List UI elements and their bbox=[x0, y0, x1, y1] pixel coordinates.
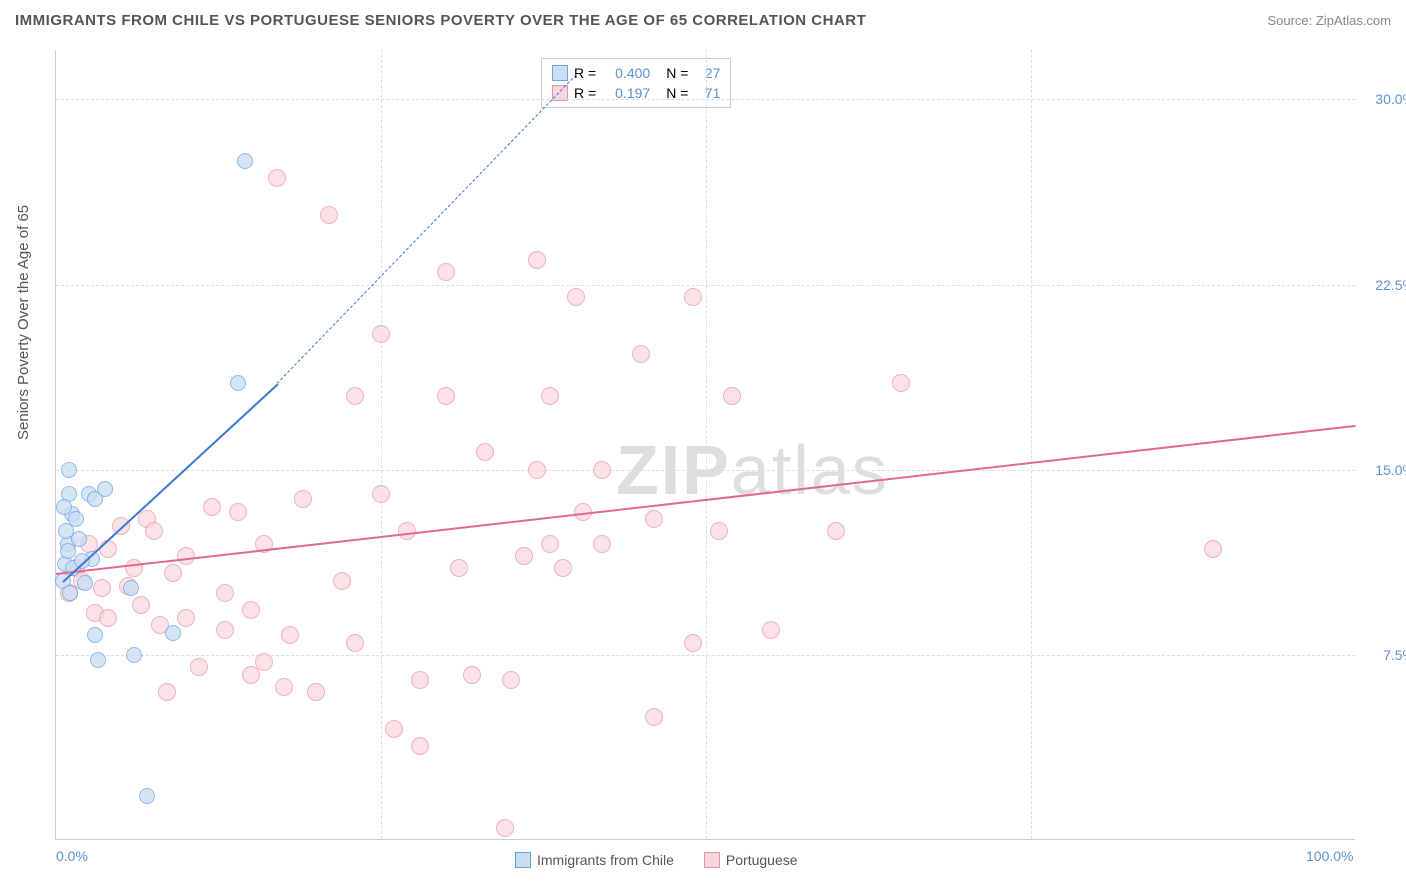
scatter-point-portuguese bbox=[554, 559, 572, 577]
scatter-point-portuguese bbox=[242, 601, 260, 619]
scatter-point-portuguese bbox=[593, 461, 611, 479]
scatter-point-chile bbox=[56, 499, 72, 515]
scatter-point-portuguese bbox=[372, 325, 390, 343]
legend-item-chile: Immigrants from Chile bbox=[515, 852, 674, 868]
scatter-point-portuguese bbox=[158, 683, 176, 701]
scatter-point-chile bbox=[165, 625, 181, 641]
x-tick-label: 0.0% bbox=[56, 848, 88, 864]
scatter-point-portuguese bbox=[346, 634, 364, 652]
series-legend: Immigrants from Chile Portuguese bbox=[515, 852, 798, 868]
scatter-point-portuguese bbox=[372, 485, 390, 503]
source-attribution: Source: ZipAtlas.com bbox=[1267, 13, 1391, 28]
scatter-point-portuguese bbox=[190, 658, 208, 676]
legend-row-chile: R = 0.400 N = 27 bbox=[552, 63, 720, 83]
scatter-point-portuguese bbox=[1204, 540, 1222, 558]
scatter-point-portuguese bbox=[645, 708, 663, 726]
legend-swatch-chile bbox=[552, 65, 568, 81]
scatter-point-portuguese bbox=[125, 559, 143, 577]
gridline-v bbox=[1031, 50, 1032, 839]
scatter-point-portuguese bbox=[99, 540, 117, 558]
scatter-point-chile bbox=[139, 788, 155, 804]
scatter-point-portuguese bbox=[229, 503, 247, 521]
scatter-point-portuguese bbox=[437, 387, 455, 405]
scatter-point-portuguese bbox=[762, 621, 780, 639]
scatter-point-portuguese bbox=[463, 666, 481, 684]
scatter-point-portuguese bbox=[541, 387, 559, 405]
scatter-point-portuguese bbox=[567, 288, 585, 306]
scatter-point-portuguese bbox=[346, 387, 364, 405]
scatter-point-chile bbox=[97, 481, 113, 497]
scatter-point-chile bbox=[126, 647, 142, 663]
scatter-point-chile bbox=[123, 580, 139, 596]
x-tick-label: 100.0% bbox=[1306, 848, 1353, 864]
scatter-point-portuguese bbox=[203, 498, 221, 516]
plot-area: ZIPatlas R = 0.400 N = 27 R = 0.197 N = … bbox=[55, 50, 1355, 840]
scatter-point-portuguese bbox=[294, 490, 312, 508]
scatter-point-portuguese bbox=[827, 522, 845, 540]
scatter-point-chile bbox=[62, 585, 78, 601]
legend-swatch-icon bbox=[515, 852, 531, 868]
scatter-point-portuguese bbox=[411, 737, 429, 755]
scatter-point-portuguese bbox=[632, 345, 650, 363]
scatter-point-portuguese bbox=[177, 609, 195, 627]
scatter-point-portuguese bbox=[132, 596, 150, 614]
scatter-point-portuguese bbox=[268, 169, 286, 187]
scatter-point-portuguese bbox=[541, 535, 559, 553]
scatter-point-portuguese bbox=[411, 671, 429, 689]
scatter-point-portuguese bbox=[164, 564, 182, 582]
scatter-point-chile bbox=[77, 575, 93, 591]
scatter-point-portuguese bbox=[496, 819, 514, 837]
scatter-point-portuguese bbox=[216, 621, 234, 639]
scatter-point-portuguese bbox=[333, 572, 351, 590]
scatter-point-portuguese bbox=[528, 251, 546, 269]
scatter-point-chile bbox=[60, 543, 76, 559]
correlation-legend: R = 0.400 N = 27 R = 0.197 N = 71 bbox=[541, 58, 731, 108]
chart-title: IMMIGRANTS FROM CHILE VS PORTUGUESE SENI… bbox=[15, 12, 866, 29]
scatter-point-portuguese bbox=[255, 653, 273, 671]
scatter-point-portuguese bbox=[307, 683, 325, 701]
scatter-point-portuguese bbox=[216, 584, 234, 602]
scatter-point-portuguese bbox=[177, 547, 195, 565]
chart-container: ZIPatlas R = 0.400 N = 27 R = 0.197 N = … bbox=[55, 50, 1355, 840]
gridline-v bbox=[381, 50, 382, 839]
scatter-point-portuguese bbox=[892, 374, 910, 392]
scatter-point-portuguese bbox=[684, 288, 702, 306]
scatter-point-portuguese bbox=[93, 579, 111, 597]
legend-swatch-icon bbox=[704, 852, 720, 868]
scatter-point-portuguese bbox=[385, 720, 403, 738]
scatter-point-portuguese bbox=[275, 678, 293, 696]
scatter-point-portuguese bbox=[684, 634, 702, 652]
y-tick-label: 22.5% bbox=[1360, 277, 1406, 293]
scatter-point-portuguese bbox=[320, 206, 338, 224]
scatter-point-chile bbox=[90, 652, 106, 668]
scatter-point-portuguese bbox=[437, 263, 455, 281]
y-tick-label: 7.5% bbox=[1360, 647, 1406, 663]
scatter-point-portuguese bbox=[515, 547, 533, 565]
scatter-point-portuguese bbox=[723, 387, 741, 405]
scatter-point-portuguese bbox=[476, 443, 494, 461]
scatter-point-portuguese bbox=[450, 559, 468, 577]
scatter-point-chile bbox=[61, 462, 77, 478]
scatter-point-chile bbox=[71, 531, 87, 547]
scatter-point-portuguese bbox=[645, 510, 663, 528]
scatter-point-chile bbox=[230, 375, 246, 391]
scatter-point-portuguese bbox=[281, 626, 299, 644]
scatter-point-portuguese bbox=[502, 671, 520, 689]
y-axis-label: Seniors Poverty Over the Age of 65 bbox=[15, 205, 32, 440]
trend-line-dashed bbox=[277, 75, 577, 384]
scatter-point-portuguese bbox=[99, 609, 117, 627]
y-tick-label: 30.0% bbox=[1360, 91, 1406, 107]
scatter-point-portuguese bbox=[528, 461, 546, 479]
gridline-v bbox=[706, 50, 707, 839]
scatter-point-portuguese bbox=[593, 535, 611, 553]
scatter-point-chile bbox=[87, 627, 103, 643]
legend-item-portuguese: Portuguese bbox=[704, 852, 798, 868]
scatter-point-portuguese bbox=[710, 522, 728, 540]
scatter-point-portuguese bbox=[145, 522, 163, 540]
scatter-point-chile bbox=[237, 153, 253, 169]
y-tick-label: 15.0% bbox=[1360, 462, 1406, 478]
